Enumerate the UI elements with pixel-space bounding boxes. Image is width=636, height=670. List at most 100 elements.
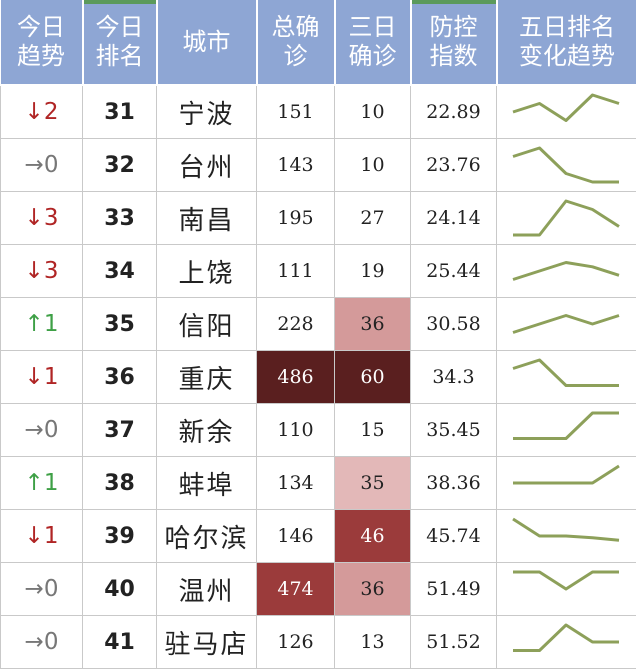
table-row: →0 40 温州 474 36 51.49 (0, 562, 636, 616)
three-day-cell: 13 (334, 615, 411, 669)
header-city: 城市 (156, 0, 258, 86)
three-day-cell: 19 (334, 244, 411, 298)
index-cell: 45.74 (410, 509, 497, 563)
header-total-line1: 总确 (271, 13, 320, 41)
index-cell: 51.49 (410, 562, 497, 616)
sparkline-line (512, 146, 619, 184)
sparkline-chart (512, 93, 620, 122)
header-sparkline-line2: 变化趋势 (519, 42, 615, 70)
three-day-cell: 10 (334, 84, 411, 139)
header-three-day-line2: 确诊 (348, 42, 397, 70)
header-trend-line2: 趋势 (17, 42, 65, 70)
table-row: ↓1 39 哈尔滨 146 46 45.74 (0, 509, 636, 563)
sparkline-line (513, 411, 619, 440)
total-cell: 151 (256, 84, 335, 139)
arrow-down-icon: ↓ (24, 205, 44, 231)
rank-cell: 41 (82, 615, 157, 669)
sparkline-cell (496, 509, 636, 563)
sparkline-cell (496, 138, 636, 192)
city-cell: 上饶 (156, 244, 257, 298)
index-cell: 24.14 (410, 191, 497, 245)
rank-cell: 33 (82, 191, 157, 245)
city-cell: 信阳 (156, 297, 257, 351)
three-day-cell: 46 (334, 509, 411, 563)
header-rank-line2: 排名 (95, 42, 144, 70)
three-day-cell: 35 (334, 456, 411, 510)
index-cell: 30.58 (410, 297, 497, 351)
header-city-line1: 城市 (182, 27, 231, 56)
sparkline-cell (496, 615, 636, 669)
arrow-down-icon: ↓ (24, 364, 44, 390)
sparkline-chart (513, 623, 619, 652)
city-cell: 重庆 (156, 350, 257, 404)
sparkline-chart (512, 358, 619, 387)
trend-change: 0 (43, 417, 59, 443)
sparkline-chart (512, 517, 620, 542)
table-row: ↑1 38 蚌埠 134 35 38.36 (0, 456, 636, 510)
total-cell: 146 (256, 509, 335, 563)
arrow-right-icon: → (24, 417, 44, 443)
sparkline-chart (513, 199, 620, 237)
trend-cell: ↓3 (0, 191, 83, 245)
header-trend-line1: 今日 (17, 13, 65, 41)
sparkline-chart (512, 146, 619, 184)
trend-cell: ↓3 (0, 244, 83, 298)
three-day-cell: 36 (334, 562, 411, 616)
city-cell: 宁波 (156, 84, 257, 139)
city-cell: 新余 (156, 403, 257, 457)
total-cell: 143 (256, 138, 335, 192)
total-cell: 111 (256, 244, 335, 298)
sparkline-cell (496, 562, 636, 616)
table-row: ↓1 36 重庆 486 60 34.3 (0, 350, 636, 404)
trend-cell: ↓1 (0, 509, 83, 563)
table-row: →0 37 新余 110 15 35.45 (0, 403, 636, 457)
table-row: ↑1 35 信阳 228 36 30.58 (0, 297, 636, 351)
sparkline-cell (496, 297, 636, 351)
sparkline-line (513, 623, 619, 652)
trend-change: 0 (43, 152, 59, 178)
header-total: 总确 诊 (256, 0, 336, 86)
trend-cell: →0 (0, 562, 83, 616)
city-cell: 温州 (156, 562, 257, 616)
sparkline-line (512, 314, 620, 334)
three-day-cell: 27 (334, 191, 411, 245)
header-row: 今日 趋势 今日 排名 城市 总确 诊 三日 确诊 防控 指数 (0, 0, 636, 86)
sparkline-cell (496, 84, 636, 139)
index-cell: 23.76 (410, 138, 497, 192)
trend-change: 2 (43, 99, 59, 125)
three-day-cell: 15 (334, 403, 411, 457)
trend-change: 3 (43, 258, 59, 284)
header-three-day: 三日 确诊 (334, 0, 412, 86)
rank-cell: 31 (82, 84, 157, 139)
sparkline-line (512, 358, 619, 387)
table-row: →0 41 驻马店 126 13 51.52 (0, 615, 636, 669)
index-cell: 51.52 (410, 615, 497, 669)
rank-cell: 37 (82, 403, 157, 457)
rank-cell: 36 (82, 350, 157, 404)
header-three-day-line1: 三日 (348, 13, 397, 41)
total-cell: 134 (256, 456, 335, 510)
sparkline-chart (512, 314, 620, 334)
trend-change: 1 (43, 470, 59, 496)
arrow-right-icon: → (24, 152, 44, 178)
rank-cell: 38 (82, 456, 157, 510)
city-cell: 驻马店 (156, 615, 257, 669)
sparkline-line (513, 464, 620, 485)
total-cell: 474 (256, 562, 335, 616)
sparkline-line (513, 199, 620, 237)
header-sparkline-line1: 五日排名 (519, 13, 615, 41)
trend-cell: →0 (0, 615, 83, 669)
arrow-down-icon: ↓ (24, 523, 44, 549)
index-cell: 25.44 (410, 244, 497, 298)
trend-change: 3 (43, 205, 59, 231)
trend-cell: ↑1 (0, 297, 83, 351)
sparkline-line (512, 261, 620, 281)
header-rank: 今日 排名 (82, 0, 158, 86)
table-row: ↓2 31 宁波 151 10 22.89 (0, 84, 636, 139)
arrow-up-icon: ↑ (24, 470, 44, 496)
sparkline-cell (496, 191, 636, 245)
arrow-right-icon: → (24, 629, 44, 655)
index-cell: 35.45 (410, 403, 497, 457)
sparkline-chart (513, 464, 620, 485)
